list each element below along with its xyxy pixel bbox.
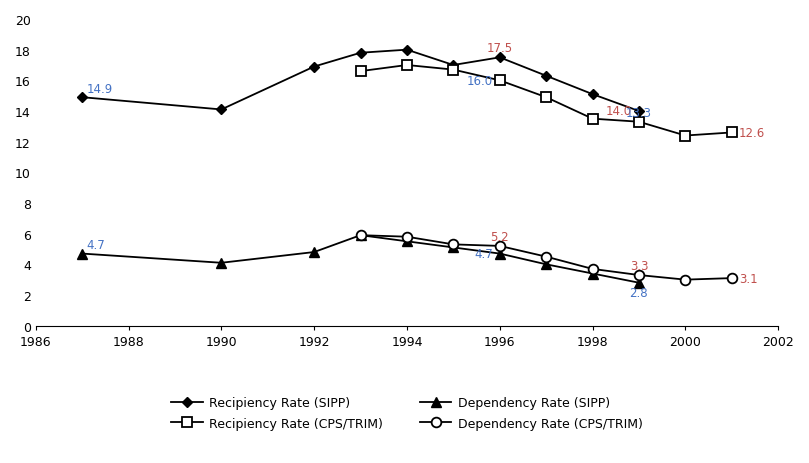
- Recipiency Rate (SIPP): [634, 109, 644, 114]
- Recipiency Rate (CPS/TRIM): [495, 78, 505, 84]
- Text: 14.9: 14.9: [87, 83, 113, 96]
- Recipiency Rate (SIPP): [587, 92, 597, 98]
- Dependency Rate (CPS/TRIM): [402, 234, 412, 240]
- Text: 12.6: 12.6: [739, 127, 765, 140]
- Text: 5.2: 5.2: [490, 230, 509, 244]
- Dependency Rate (SIPP): [356, 233, 366, 238]
- Dependency Rate (SIPP): [309, 250, 319, 255]
- Text: 4.7: 4.7: [87, 239, 105, 252]
- Line: Recipiency Rate (CPS/TRIM): Recipiency Rate (CPS/TRIM): [356, 61, 736, 141]
- Recipiency Rate (CPS/TRIM): [680, 133, 690, 139]
- Recipiency Rate (CPS/TRIM): [587, 117, 597, 122]
- Dependency Rate (SIPP): [448, 245, 458, 250]
- Dependency Rate (CPS/TRIM): [495, 244, 505, 249]
- Dependency Rate (SIPP): [634, 280, 644, 286]
- Text: 2.8: 2.8: [629, 286, 648, 299]
- Recipiency Rate (SIPP): [217, 107, 227, 113]
- Recipiency Rate (SIPP): [448, 63, 458, 69]
- Line: Dependency Rate (SIPP): Dependency Rate (SIPP): [78, 231, 644, 288]
- Dependency Rate (SIPP): [402, 239, 412, 244]
- Recipiency Rate (CPS/TRIM): [448, 68, 458, 73]
- Text: 3.1: 3.1: [739, 272, 757, 285]
- Dependency Rate (CPS/TRIM): [541, 254, 551, 260]
- Text: 14.0: 14.0: [606, 105, 632, 118]
- Recipiency Rate (CPS/TRIM): [402, 63, 412, 69]
- Dependency Rate (CPS/TRIM): [726, 276, 736, 282]
- Text: 4.7: 4.7: [474, 248, 493, 261]
- Recipiency Rate (SIPP): [309, 65, 319, 70]
- Line: Dependency Rate (CPS/TRIM): Dependency Rate (CPS/TRIM): [356, 231, 736, 285]
- Line: Recipiency Rate (SIPP): Recipiency Rate (SIPP): [78, 47, 642, 116]
- Dependency Rate (CPS/TRIM): [356, 233, 366, 238]
- Text: 16.0: 16.0: [467, 75, 493, 88]
- Dependency Rate (CPS/TRIM): [587, 267, 597, 272]
- Text: 17.5: 17.5: [487, 42, 513, 55]
- Recipiency Rate (SIPP): [541, 74, 551, 79]
- Dependency Rate (CPS/TRIM): [448, 242, 458, 248]
- Dependency Rate (SIPP): [541, 262, 551, 268]
- Dependency Rate (SIPP): [217, 260, 227, 266]
- Recipiency Rate (SIPP): [356, 51, 366, 56]
- Text: 13.3: 13.3: [626, 106, 652, 119]
- Recipiency Rate (CPS/TRIM): [541, 95, 551, 101]
- Text: 3.3: 3.3: [629, 259, 648, 272]
- Legend: Recipiency Rate (SIPP), Recipiency Rate (CPS/TRIM), Dependency Rate (SIPP), Depe: Recipiency Rate (SIPP), Recipiency Rate …: [172, 396, 642, 430]
- Recipiency Rate (CPS/TRIM): [356, 69, 366, 75]
- Recipiency Rate (SIPP): [78, 95, 87, 101]
- Dependency Rate (SIPP): [587, 271, 597, 277]
- Dependency Rate (CPS/TRIM): [680, 277, 690, 283]
- Recipiency Rate (SIPP): [402, 48, 412, 53]
- Dependency Rate (CPS/TRIM): [634, 273, 644, 278]
- Dependency Rate (SIPP): [495, 251, 505, 257]
- Recipiency Rate (SIPP): [495, 56, 505, 61]
- Recipiency Rate (CPS/TRIM): [634, 119, 644, 125]
- Recipiency Rate (CPS/TRIM): [726, 131, 736, 136]
- Dependency Rate (SIPP): [78, 251, 87, 257]
